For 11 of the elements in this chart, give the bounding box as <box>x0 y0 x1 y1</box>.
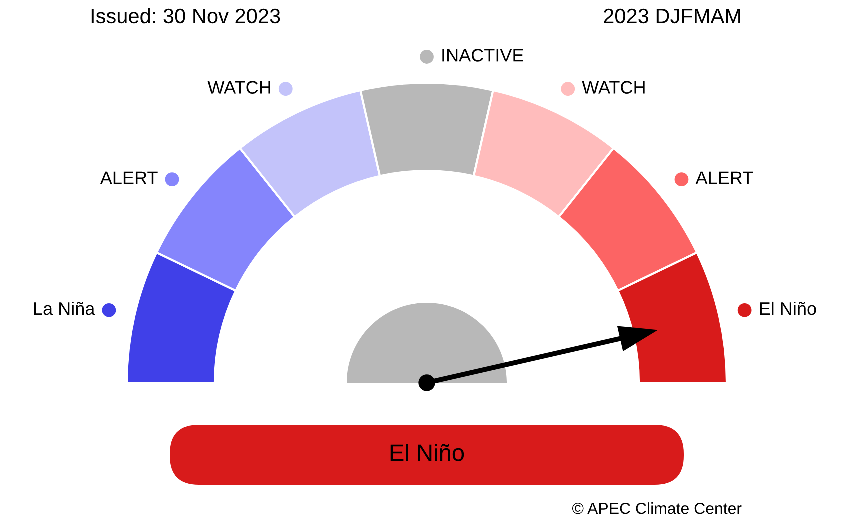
legend-label: INACTIVE <box>442 49 524 62</box>
legend-label: WATCH <box>582 81 645 94</box>
slice-label: WATCH <box>208 81 270 94</box>
legend-label: El Niño <box>760 302 816 316</box>
text: © APEC Climate Center <box>572 502 742 514</box>
legend-label: ALERT <box>696 172 754 184</box>
chart-title: Issued: 30 Nov 2023 <box>92 8 280 24</box>
slice-label: ALERT <box>100 172 158 184</box>
text: El Niño <box>390 444 464 462</box>
slice-label: La Niña <box>34 302 96 316</box>
chart-subtitle: 2023 DJFMAM <box>604 8 740 24</box>
